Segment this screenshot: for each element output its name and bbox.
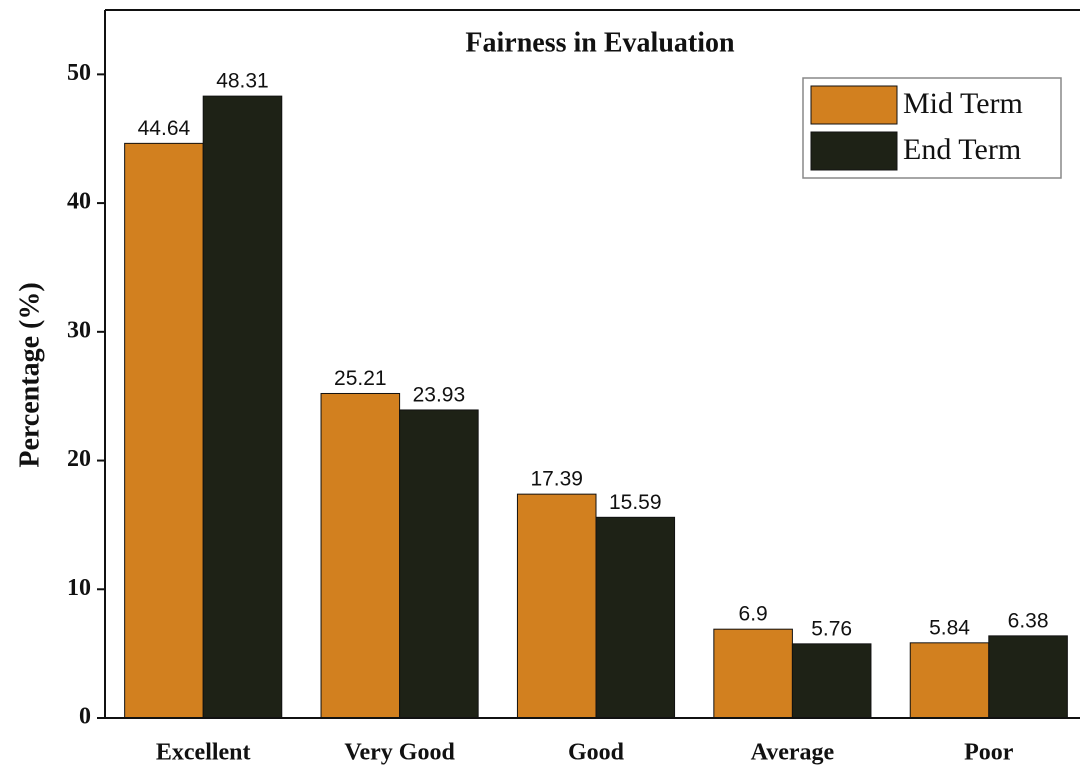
- bar: [909, 642, 990, 719]
- y-tick-label: 20: [67, 446, 91, 472]
- bar: [202, 95, 283, 719]
- x-tick-label: Average: [751, 740, 835, 766]
- x-tick-label: Good: [568, 740, 625, 766]
- chart-title: Fairness in Evaluation: [465, 27, 735, 58]
- x-tick-label: Poor: [964, 740, 1014, 766]
- bar: [988, 635, 1068, 719]
- data-label: 5.84: [929, 616, 970, 639]
- y-tick-label: 40: [67, 189, 91, 215]
- bar: [595, 516, 676, 719]
- legend-label: Mid Term: [903, 87, 1023, 120]
- y-tick-label: 0: [79, 704, 91, 730]
- y-tick-label: 50: [67, 60, 91, 86]
- bar: [516, 493, 597, 719]
- bar: [399, 409, 479, 719]
- bar: [791, 643, 872, 719]
- x-tick-label: Very Good: [344, 740, 455, 766]
- data-label: 44.64: [138, 117, 191, 140]
- y-axis-label: Percentage (%): [14, 282, 45, 467]
- data-label: 6.9: [739, 603, 768, 626]
- data-label: 17.39: [530, 468, 583, 491]
- data-label: 5.76: [811, 617, 852, 640]
- data-label: 48.31: [216, 70, 269, 93]
- bar: [320, 392, 401, 719]
- data-label: 25.21: [334, 367, 387, 390]
- legend-label: End Term: [903, 133, 1021, 166]
- data-label: 6.38: [1008, 609, 1049, 632]
- bar: [713, 628, 793, 719]
- data-label: 15.59: [609, 491, 662, 514]
- legend-swatch: [810, 85, 898, 125]
- y-tick-label: 10: [67, 575, 91, 601]
- legend-swatch: [810, 131, 898, 171]
- bar: [124, 142, 204, 719]
- x-tick-label: Excellent: [156, 740, 251, 766]
- y-tick-label: 30: [67, 317, 91, 343]
- data-label: 23.93: [413, 384, 466, 407]
